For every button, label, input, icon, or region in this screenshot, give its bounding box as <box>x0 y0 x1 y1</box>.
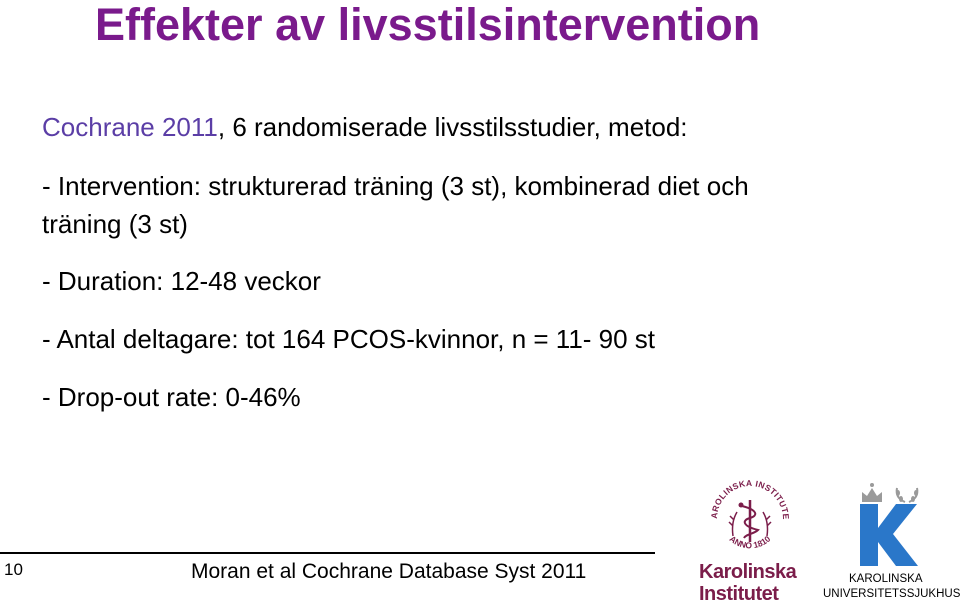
ki-seal-icon: KAROLINSKA INSTITUTET ANNO 1810 <box>707 476 791 550</box>
citation: Moran et al Cochrane Database Syst 2011 <box>191 560 587 583</box>
cochrane-highlight: Cochrane 2011 <box>42 112 218 142</box>
intro-line: Cochrane 2011, 6 randomiserade livsstils… <box>42 108 688 146</box>
participants-bullet: - Antal deltagare: tot 164 PCOS-kvinnor,… <box>42 324 656 354</box>
karolinska-universitetssjukhuset-logo: KAROLINSKA UNIVERSITETSSJUKHUSET <box>815 476 960 612</box>
kus-name-line-2: UNIVERSITETSSJUKHUSET <box>823 588 960 600</box>
intervention-line-1: - Intervention: strukturerad träning (3 … <box>42 171 749 201</box>
kus-k-letter-icon <box>860 504 918 566</box>
ki-wordmark-2: Institutet <box>699 583 779 605</box>
slide-title: Effekter av livsstilsintervention <box>95 0 761 50</box>
page-number: 10 <box>4 560 23 579</box>
dropout-bullet: - Drop-out rate: 0-46% <box>42 382 301 412</box>
kus-name-line-1: KAROLINSKA <box>849 573 923 585</box>
intervention-line-2: träning (3 st) <box>42 209 188 239</box>
intro-rest: , 6 randomiserade livsstilsstudier, meto… <box>217 112 688 142</box>
duration-bullet: - Duration: 12-48 veckor <box>42 266 321 296</box>
intervention-bullet: - Intervention: strukturerad träning (3 … <box>42 167 749 243</box>
ki-wordmark-1: Karolinska <box>699 561 797 583</box>
crown-and-laurel-icon <box>862 483 919 503</box>
karolinska-institutet-logo: KAROLINSKA INSTITUTET ANNO 1810 Karolins… <box>695 476 805 612</box>
footer-divider <box>0 552 655 554</box>
